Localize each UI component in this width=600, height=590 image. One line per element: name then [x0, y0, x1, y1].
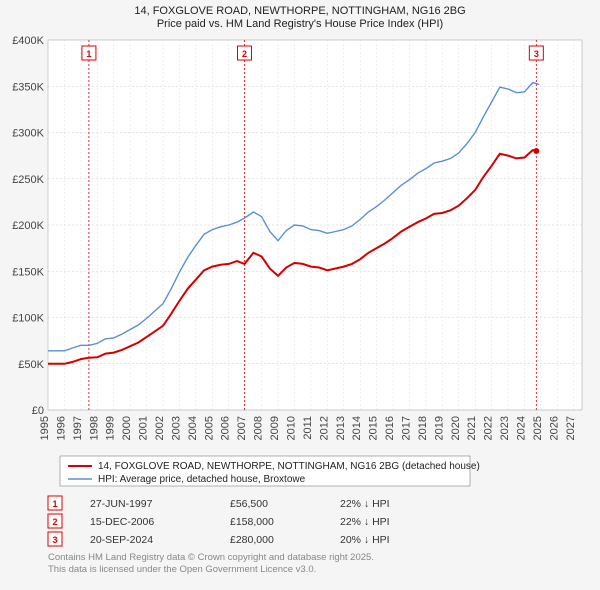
x-tick-label: 2018 — [417, 416, 429, 440]
x-tick-label: 2001 — [138, 416, 150, 440]
x-tick-label: 1999 — [105, 416, 117, 440]
x-tick-label: 1995 — [39, 416, 51, 440]
y-tick-label: £250K — [12, 174, 44, 186]
table-date: 20-SEP-2024 — [90, 534, 153, 546]
table-date: 15-DEC-2006 — [90, 516, 154, 528]
x-tick-label: 2025 — [532, 416, 544, 440]
x-tick-label: 2023 — [499, 416, 511, 440]
table-delta: 22% ↓ HPI — [340, 498, 390, 510]
x-tick-label: 2011 — [302, 416, 314, 440]
y-tick-label: £300K — [12, 128, 44, 140]
y-tick-label: £150K — [12, 266, 44, 278]
table-delta: 20% ↓ HPI — [340, 534, 390, 546]
x-tick-label: 2022 — [483, 416, 495, 440]
x-tick-label: 2016 — [384, 416, 396, 440]
sale-marker-number: 2 — [242, 49, 247, 59]
x-tick-label: 2021 — [466, 416, 478, 440]
x-tick-label: 2020 — [450, 416, 462, 440]
table-price: £280,000 — [230, 534, 274, 546]
legend-label: 14, FOXGLOVE ROAD, NEWTHORPE, NOTTINGHAM… — [98, 461, 480, 472]
y-tick-label: £200K — [12, 220, 44, 232]
x-tick-label: 2006 — [220, 416, 232, 440]
x-tick-label: 2002 — [154, 416, 166, 440]
footer-text: Contains HM Land Registry data © Crown c… — [48, 552, 374, 563]
x-tick-label: 1997 — [72, 416, 84, 440]
x-tick-label: 2000 — [121, 416, 133, 440]
x-tick-label: 2014 — [351, 416, 363, 440]
x-tick-label: 2019 — [433, 416, 445, 440]
table-marker-number: 2 — [52, 517, 57, 527]
x-tick-label: 2009 — [269, 416, 281, 440]
x-tick-label: 2010 — [285, 416, 297, 440]
x-tick-label: 2017 — [400, 416, 412, 440]
table-marker-number: 1 — [52, 499, 57, 509]
sale-marker-number: 3 — [534, 49, 539, 59]
table-price: £56,500 — [230, 498, 268, 510]
table-marker-number: 3 — [52, 535, 57, 545]
x-tick-label: 2026 — [548, 416, 560, 440]
x-tick-label: 1996 — [55, 416, 67, 440]
table-delta: 22% ↓ HPI — [340, 516, 390, 528]
x-tick-label: 2007 — [236, 416, 248, 440]
x-tick-label: 2012 — [318, 416, 330, 440]
table-date: 27-JUN-1997 — [90, 498, 153, 510]
sale-marker-number: 1 — [86, 49, 91, 59]
x-tick-label: 2004 — [187, 416, 199, 440]
series-end-dot — [533, 148, 539, 154]
legend-label: HPI: Average price, detached house, Brox… — [98, 474, 306, 485]
chart-svg: 14, FOXGLOVE ROAD, NEWTHORPE, NOTTINGHAM… — [0, 0, 600, 590]
x-tick-label: 2024 — [515, 416, 527, 440]
chart-title-line: Price paid vs. HM Land Registry's House … — [157, 18, 443, 30]
table-price: £158,000 — [230, 516, 274, 528]
x-tick-label: 1998 — [88, 416, 100, 440]
x-tick-label: 2027 — [565, 416, 577, 440]
y-tick-label: £0 — [32, 405, 44, 417]
y-tick-label: £350K — [12, 81, 44, 93]
x-tick-label: 2005 — [203, 416, 215, 440]
x-tick-label: 2015 — [368, 416, 380, 440]
y-tick-label: £50K — [18, 359, 44, 371]
chart-title-line: 14, FOXGLOVE ROAD, NEWTHORPE, NOTTINGHAM… — [134, 5, 465, 17]
x-tick-label: 2013 — [335, 416, 347, 440]
x-tick-label: 2003 — [170, 416, 182, 440]
y-tick-label: £100K — [12, 313, 44, 325]
x-tick-label: 2008 — [253, 416, 265, 440]
footer-text: This data is licensed under the Open Gov… — [48, 564, 316, 575]
y-tick-label: £400K — [12, 35, 44, 47]
